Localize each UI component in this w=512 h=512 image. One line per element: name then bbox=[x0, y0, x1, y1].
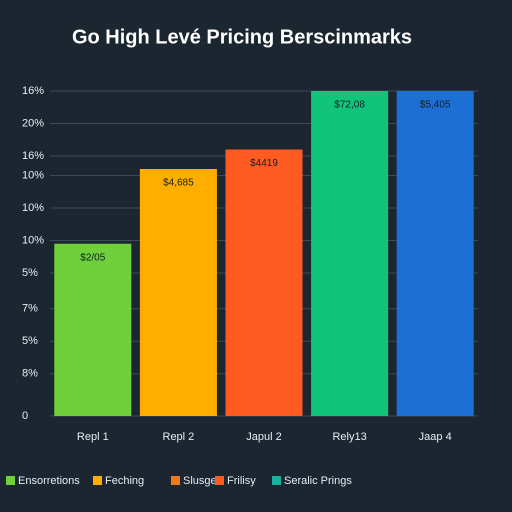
legend-label: Feching bbox=[105, 475, 144, 487]
x-tick-label: Repl 2 bbox=[163, 431, 195, 443]
legend-label: Seralic Prings bbox=[284, 475, 352, 487]
bar-label: $4,685 bbox=[163, 178, 194, 189]
bar-label: $5,405 bbox=[420, 100, 451, 111]
bar-label: $4419 bbox=[250, 158, 278, 169]
x-tick-label: Japul 2 bbox=[246, 431, 281, 443]
bar bbox=[54, 243, 132, 416]
legend-swatch bbox=[93, 476, 102, 485]
legend-label: Ensorretions bbox=[18, 475, 80, 487]
legend-swatch bbox=[272, 476, 281, 485]
bar bbox=[139, 169, 217, 416]
bar bbox=[396, 91, 474, 416]
x-tick-label: Rely13 bbox=[332, 431, 366, 443]
legend-swatch bbox=[215, 476, 224, 485]
bar-label: $2/05 bbox=[80, 252, 105, 263]
y-tick-label: 8% bbox=[22, 368, 38, 380]
legend-swatch bbox=[171, 476, 180, 485]
y-tick-label: 5% bbox=[22, 267, 38, 279]
x-tick-label: Repl 1 bbox=[77, 431, 109, 443]
y-tick-label: 10% bbox=[22, 234, 44, 246]
y-tick-label: 16% bbox=[22, 85, 44, 97]
y-tick-label: 0 bbox=[22, 410, 28, 422]
y-tick-label: 5% bbox=[22, 335, 38, 347]
chart-title: Go High Levé Pricing Berscinmarks bbox=[72, 26, 412, 48]
bar bbox=[225, 149, 303, 416]
y-tick-label: 10% bbox=[22, 202, 44, 214]
bar-label: $72,08 bbox=[334, 100, 365, 111]
y-tick-label: 20% bbox=[22, 117, 44, 129]
legend-swatch bbox=[6, 476, 15, 485]
bar bbox=[311, 91, 389, 416]
legend-label: Frilisy bbox=[227, 475, 256, 487]
y-tick-label: 10% bbox=[22, 169, 44, 181]
x-tick-label: Jaap 4 bbox=[419, 431, 452, 443]
legend-label: Slusges bbox=[183, 475, 223, 487]
y-tick-label: 16% bbox=[22, 150, 44, 162]
y-tick-label: 7% bbox=[22, 303, 38, 315]
